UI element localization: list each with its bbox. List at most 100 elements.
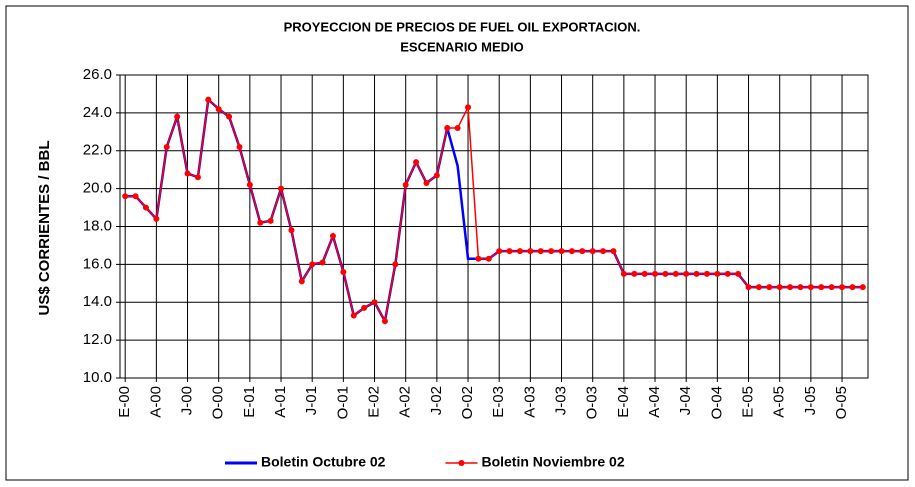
point: [662, 270, 669, 277]
point: [184, 170, 191, 177]
x-tick-label: O-05: [833, 386, 850, 419]
point: [683, 270, 690, 277]
point: [568, 248, 575, 255]
x-tick-label: J-00: [178, 386, 195, 415]
point: [537, 248, 544, 255]
point: [174, 113, 181, 120]
x-tick-label: J-03: [552, 386, 569, 415]
point: [527, 248, 534, 255]
point: [506, 248, 513, 255]
point: [485, 255, 492, 262]
y-tick-label: 26.0: [83, 66, 112, 83]
point: [652, 270, 659, 277]
x-tick-label: E-00: [116, 386, 133, 418]
point: [361, 304, 368, 311]
point: [163, 143, 170, 150]
x-tick-label: J-04: [677, 386, 694, 415]
point: [714, 270, 721, 277]
point: [142, 204, 149, 211]
point: [807, 284, 814, 291]
point: [558, 248, 565, 255]
point: [496, 248, 503, 255]
point: [257, 219, 264, 226]
point: [631, 270, 638, 277]
point: [246, 181, 253, 188]
legend-label: Boletin Octubre 02: [261, 454, 386, 470]
point: [859, 284, 866, 291]
point: [236, 143, 243, 150]
point: [381, 318, 388, 325]
x-tick-label: A-00: [147, 386, 164, 418]
x-tick-label: J-02: [428, 386, 445, 415]
point: [226, 113, 233, 120]
point: [153, 215, 160, 222]
point: [693, 270, 700, 277]
point: [205, 96, 212, 103]
point: [589, 248, 596, 255]
point: [776, 284, 783, 291]
x-tick-label: J-05: [802, 386, 819, 415]
point: [371, 299, 378, 306]
chart-subtitle: ESCENARIO MEDIO: [400, 39, 524, 54]
x-tick-label: E-01: [241, 386, 258, 418]
point: [122, 193, 129, 200]
point: [839, 284, 846, 291]
x-tick-label: A-01: [272, 386, 289, 418]
x-tick-label: O-04: [708, 386, 725, 419]
y-tick-label: 16.0: [83, 255, 112, 272]
point: [194, 174, 201, 181]
point: [267, 217, 274, 224]
point: [454, 125, 461, 132]
point: [672, 270, 679, 277]
point: [724, 270, 731, 277]
plot-border: [119, 74, 869, 379]
point: [309, 261, 316, 268]
x-tick-label: O-02: [459, 386, 476, 419]
point: [703, 270, 710, 277]
point: [620, 270, 627, 277]
point: [350, 312, 357, 319]
x-tick-label: O-03: [584, 386, 601, 419]
point: [641, 270, 648, 277]
point: [319, 259, 326, 266]
point: [828, 284, 835, 291]
x-tick-label: O-00: [210, 386, 227, 419]
x-tick-label: E-02: [365, 386, 382, 418]
point: [132, 193, 139, 200]
point: [392, 261, 399, 268]
y-tick-label: 12.0: [83, 331, 112, 348]
x-tick-label: J-01: [303, 386, 320, 415]
x-tick-label: A-02: [397, 386, 414, 418]
legend-label: Boletin Noviembre 02: [481, 454, 624, 470]
point: [849, 284, 856, 291]
legend-marker: [458, 460, 465, 466]
x-tick-label: E-04: [615, 386, 632, 418]
point: [465, 104, 472, 111]
point: [600, 248, 607, 255]
x-tick-label: A-05: [771, 386, 788, 418]
point: [340, 268, 347, 275]
point: [516, 248, 523, 255]
point: [755, 284, 762, 291]
point: [288, 227, 295, 234]
point: [423, 179, 430, 186]
x-tick-label: A-04: [646, 386, 663, 418]
y-tick-label: 24.0: [83, 104, 112, 121]
point: [475, 255, 482, 262]
y-tick-label: 18.0: [83, 217, 112, 234]
point: [278, 185, 285, 192]
chart-title: PROYECCION DE PRECIOS DE FUEL OIL EXPORT…: [284, 19, 641, 34]
x-tick-label: A-03: [521, 386, 538, 418]
point: [610, 248, 617, 255]
y-tick-label: 10.0: [83, 369, 112, 386]
point: [787, 284, 794, 291]
point: [298, 278, 305, 285]
point: [745, 284, 752, 291]
x-tick-label: E-03: [490, 386, 507, 418]
point: [329, 232, 336, 239]
point: [413, 159, 420, 166]
y-tick-label: 22.0: [83, 142, 112, 159]
point: [215, 106, 222, 113]
